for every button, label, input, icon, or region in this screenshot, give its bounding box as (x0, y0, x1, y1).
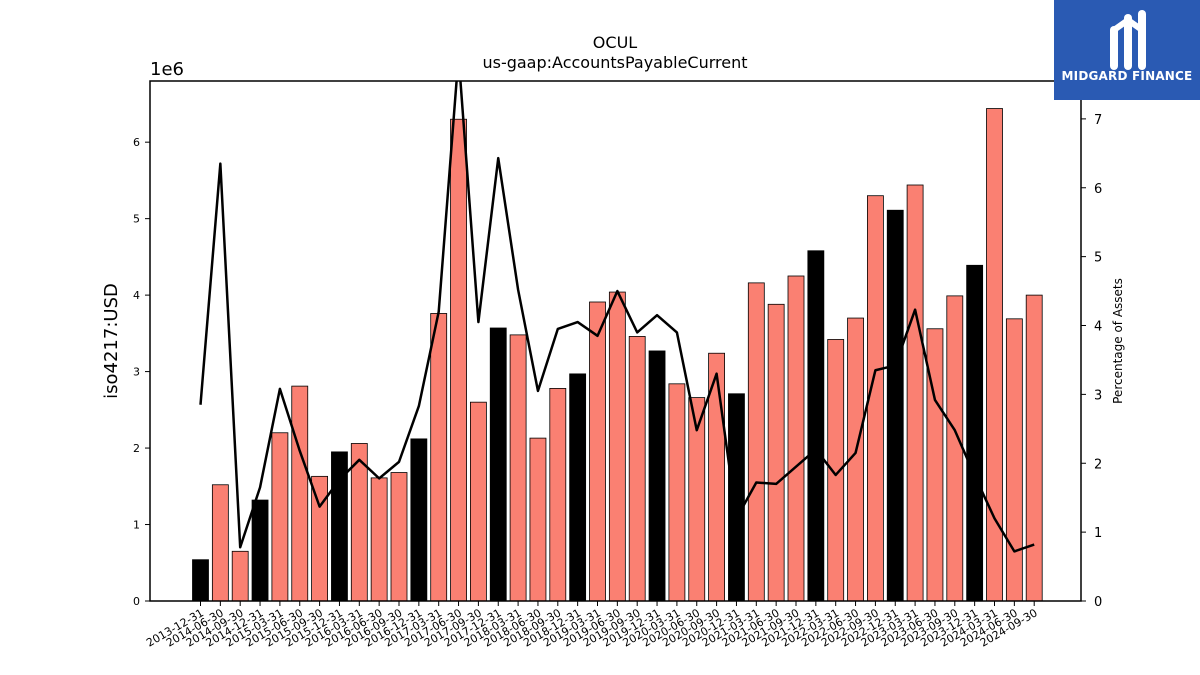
chart-title: OCUL (593, 33, 637, 52)
bar (251, 499, 269, 602)
y-offset-label: 1e6 (150, 59, 184, 80)
y-tick-label: 1 (133, 519, 140, 532)
bar (747, 282, 765, 602)
bar (569, 373, 587, 602)
midgard-logo: MIDGARD FINANCE (1054, 0, 1200, 100)
y-axis-ticks: 0 1 2 3 4 5 6 (133, 136, 150, 608)
bar (1025, 294, 1043, 602)
y-tick-label: 5 (133, 213, 140, 226)
bar (231, 550, 249, 602)
bar (390, 472, 408, 602)
bar (211, 484, 229, 602)
plot-frame (149, 80, 1082, 602)
bar (668, 383, 686, 602)
y-tick-label: 3 (133, 366, 140, 379)
y2-tick-label: 0 (1094, 595, 1102, 610)
y2-tick-label: 7 (1094, 113, 1102, 128)
bar (886, 209, 904, 602)
bar (311, 475, 329, 602)
y2-axis-ticks: 0 1 2 3 4 5 6 7 (1081, 113, 1102, 610)
bar (271, 432, 289, 602)
bar (489, 327, 507, 602)
bar (966, 264, 984, 602)
bar (430, 313, 448, 602)
bar (787, 275, 805, 602)
y-axis-label: iso4217:USD (101, 283, 122, 399)
bar (370, 477, 388, 602)
line-path (199, 81, 1035, 553)
bar (509, 334, 527, 602)
y2-tick-label: 6 (1094, 182, 1102, 197)
bar (807, 250, 825, 602)
y-tick-label: 4 (133, 289, 140, 302)
y-tick-label: 6 (133, 136, 140, 149)
y2-tick-label: 1 (1094, 526, 1102, 541)
line-series (199, 81, 1035, 553)
midgard-logo-icon (1110, 10, 1146, 70)
bar (469, 401, 487, 602)
bar (608, 291, 626, 602)
y2-tick-label: 3 (1094, 388, 1102, 403)
bar (549, 388, 567, 602)
chart-subtitle: us-gaap:AccountsPayableCurrent (482, 53, 747, 72)
bar (192, 559, 209, 602)
y2-tick-label: 4 (1094, 320, 1102, 335)
bar (529, 437, 547, 602)
bar (946, 295, 964, 602)
midgard-logo-text: MIDGARD FINANCE (1061, 69, 1193, 83)
axes (149, 80, 1082, 602)
bar (410, 438, 428, 602)
bar (728, 393, 745, 602)
x-axis-ticks: 2013-12-312014-06-302014-09-302014-12-31… (144, 601, 1040, 650)
bar (589, 301, 606, 602)
y2-tick-label: 5 (1094, 251, 1102, 266)
bar (648, 350, 666, 602)
bar (906, 184, 924, 602)
bar-series (192, 108, 1043, 602)
bar (767, 303, 785, 602)
bar (291, 385, 309, 602)
bar (1005, 318, 1023, 602)
bar (450, 118, 467, 602)
y-tick-label: 0 (133, 595, 140, 608)
bar (628, 336, 646, 602)
y-tick-label: 2 (133, 442, 140, 455)
y2-axis-label: Percentage of Assets (1111, 278, 1125, 404)
y2-tick-label: 2 (1094, 457, 1102, 472)
